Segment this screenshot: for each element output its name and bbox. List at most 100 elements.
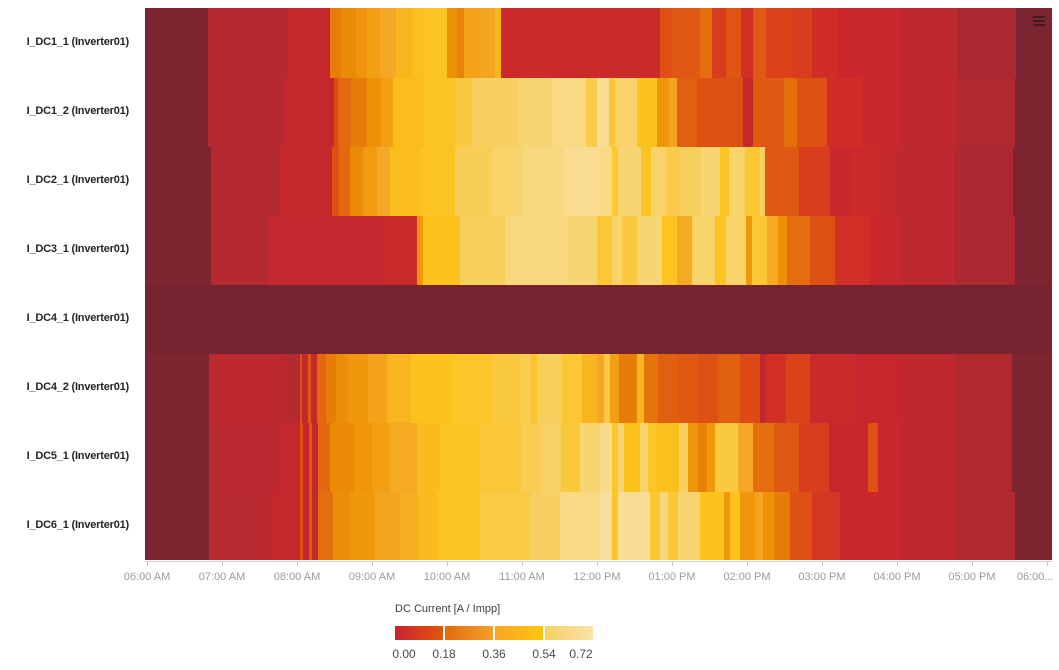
heatmap-cell[interactable] [349,146,364,216]
heatmap-cell[interactable] [381,77,394,147]
heatmap-cell[interactable] [956,8,1017,78]
heatmap-cell[interactable] [312,491,319,560]
heatmap-cell[interactable] [774,491,791,560]
heatmap-cell[interactable] [773,422,800,492]
heatmap-cell[interactable] [725,215,747,285]
chart-menu-icon[interactable] [1031,14,1047,28]
heatmap-cell[interactable] [270,491,301,560]
heatmap-cell[interactable] [145,8,209,78]
heatmap-cell[interactable] [288,8,331,78]
heatmap-cell[interactable] [317,353,327,423]
heatmap-cell[interactable] [330,422,355,492]
heatmap-cell[interactable] [393,77,425,147]
heatmap-cell[interactable] [765,353,787,423]
heatmap-cell[interactable] [417,491,439,560]
heatmap-cell[interactable] [621,215,638,285]
heatmap-cell[interactable] [285,353,301,423]
heatmap-cell[interactable] [417,215,424,285]
heatmap-cell[interactable] [644,353,659,423]
heatmap-cell[interactable] [599,146,613,216]
heatmap-cell[interactable] [636,77,658,147]
heatmap-cell[interactable] [330,8,342,78]
heatmap-cell[interactable] [338,77,352,147]
heatmap-cell[interactable] [351,77,368,147]
heatmap-cell[interactable] [869,215,901,285]
heatmap-cell[interactable] [636,215,663,285]
heatmap-cell[interactable] [579,422,601,492]
heatmap-cell[interactable] [423,8,448,78]
heatmap-cell[interactable] [1011,422,1052,492]
heatmap-cell[interactable] [471,77,520,147]
heatmap-cell[interactable] [851,146,881,216]
heatmap-cell[interactable] [609,353,620,423]
heatmap-cell[interactable] [375,491,401,560]
heatmap-cell[interactable] [783,77,798,147]
heatmap-cell[interactable] [899,491,956,560]
heatmap-cell[interactable] [714,215,727,285]
heatmap-cell[interactable] [492,146,523,216]
heatmap-cell[interactable] [791,8,813,78]
heatmap-cell[interactable] [641,146,652,216]
heatmap-cell[interactable] [729,491,741,560]
heatmap-cell[interactable] [618,353,638,423]
heatmap-cell[interactable] [363,146,378,216]
heatmap-cell[interactable] [830,146,852,216]
heatmap-cell[interactable] [752,8,767,78]
heatmap-cell[interactable] [1014,491,1052,560]
heatmap-cell[interactable] [495,8,502,78]
heatmap-cell[interactable] [599,491,613,560]
heatmap-cell[interactable] [366,77,382,147]
heatmap-cell[interactable] [366,8,381,78]
heatmap-cell[interactable] [302,353,309,423]
heatmap-cell[interactable] [899,215,956,285]
heatmap-cell[interactable] [278,422,301,492]
heatmap-cell[interactable] [777,215,788,285]
heatmap-cell[interactable] [417,422,441,492]
heatmap-cell[interactable] [657,353,679,423]
heatmap-cell[interactable] [312,422,319,492]
heatmap-cell[interactable] [764,146,800,216]
heatmap-cell[interactable] [336,353,349,423]
heatmap-cell[interactable] [714,422,739,492]
heatmap-cell[interactable] [617,422,625,492]
heatmap-cell[interactable] [677,353,699,423]
heatmap-cell[interactable] [279,146,333,216]
heatmap-cell[interactable] [687,422,699,492]
heatmap-cell[interactable] [954,422,1013,492]
heatmap-cell[interactable] [752,77,785,147]
heatmap-cell[interactable] [699,8,713,78]
heatmap-cell[interactable] [145,215,212,285]
heatmap-cell[interactable] [145,353,210,423]
heatmap-cell[interactable] [1014,215,1052,285]
heatmap-cell[interactable] [456,8,465,78]
heatmap-cell[interactable] [1011,353,1052,423]
heatmap-cell[interactable] [809,353,856,423]
heatmap-cell[interactable] [665,146,682,216]
heatmap-cell[interactable] [341,8,357,78]
heatmap-cell[interactable] [501,8,661,78]
heatmap-cell[interactable] [396,8,413,78]
heatmap-cell[interactable] [954,491,1016,560]
heatmap-cell[interactable] [492,353,522,423]
heatmap-cell[interactable] [740,491,756,560]
heatmap-cell[interactable] [954,353,1013,423]
heatmap-cell[interactable] [585,77,598,147]
heatmap-cell[interactable] [611,215,623,285]
heatmap-cell[interactable] [521,422,542,492]
heatmap-cell[interactable] [827,77,864,147]
heatmap-cell[interactable] [333,491,351,560]
heatmap-cell[interactable] [209,422,279,492]
heatmap-cell[interactable] [854,353,901,423]
heatmap-cell[interactable] [603,353,611,423]
heatmap-cell[interactable] [597,215,613,285]
heatmap-cell[interactable] [372,422,391,492]
heatmap-cell[interactable] [318,491,334,560]
heatmap-cell[interactable] [399,491,419,560]
heatmap-cell[interactable] [530,491,561,560]
heatmap-cell[interactable] [614,77,638,147]
heatmap-cell[interactable] [656,422,680,492]
heatmap-cell[interactable] [339,146,351,216]
heatmap-cell[interactable] [659,8,673,78]
heatmap-cell[interactable] [678,422,689,492]
heatmap-cell[interactable] [522,146,565,216]
